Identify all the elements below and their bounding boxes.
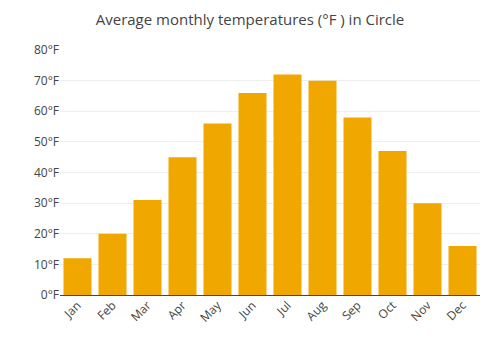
svg-text:60°F: 60°F — [34, 102, 59, 119]
svg-text:70°F: 70°F — [34, 72, 59, 89]
svg-text:Jul: Jul — [272, 297, 294, 319]
svg-text:80°F: 80°F — [34, 41, 59, 58]
svg-text:10°F: 10°F — [34, 256, 59, 273]
svg-text:20°F: 20°F — [34, 225, 59, 242]
svg-text:30°F: 30°F — [34, 194, 59, 211]
svg-text:40°F: 40°F — [34, 164, 59, 181]
svg-text:Sep: Sep — [338, 297, 365, 324]
svg-text:Oct: Oct — [374, 297, 400, 323]
svg-text:Mar: Mar — [127, 297, 155, 325]
svg-text:Dec: Dec — [443, 297, 470, 324]
svg-text:Jun: Jun — [234, 297, 259, 322]
svg-text:0°F: 0°F — [41, 286, 59, 303]
svg-text:Average monthly temperatures (: Average monthly temperatures (°F ) in Ci… — [96, 9, 405, 29]
svg-text:50°F: 50°F — [34, 133, 59, 150]
svg-text:Nov: Nov — [407, 297, 435, 325]
svg-text:Apr: Apr — [164, 297, 190, 323]
svg-text:Aug: Aug — [302, 297, 330, 325]
svg-text:Feb: Feb — [93, 297, 119, 323]
svg-text:Jan: Jan — [60, 297, 85, 322]
svg-text:May: May — [196, 296, 225, 325]
